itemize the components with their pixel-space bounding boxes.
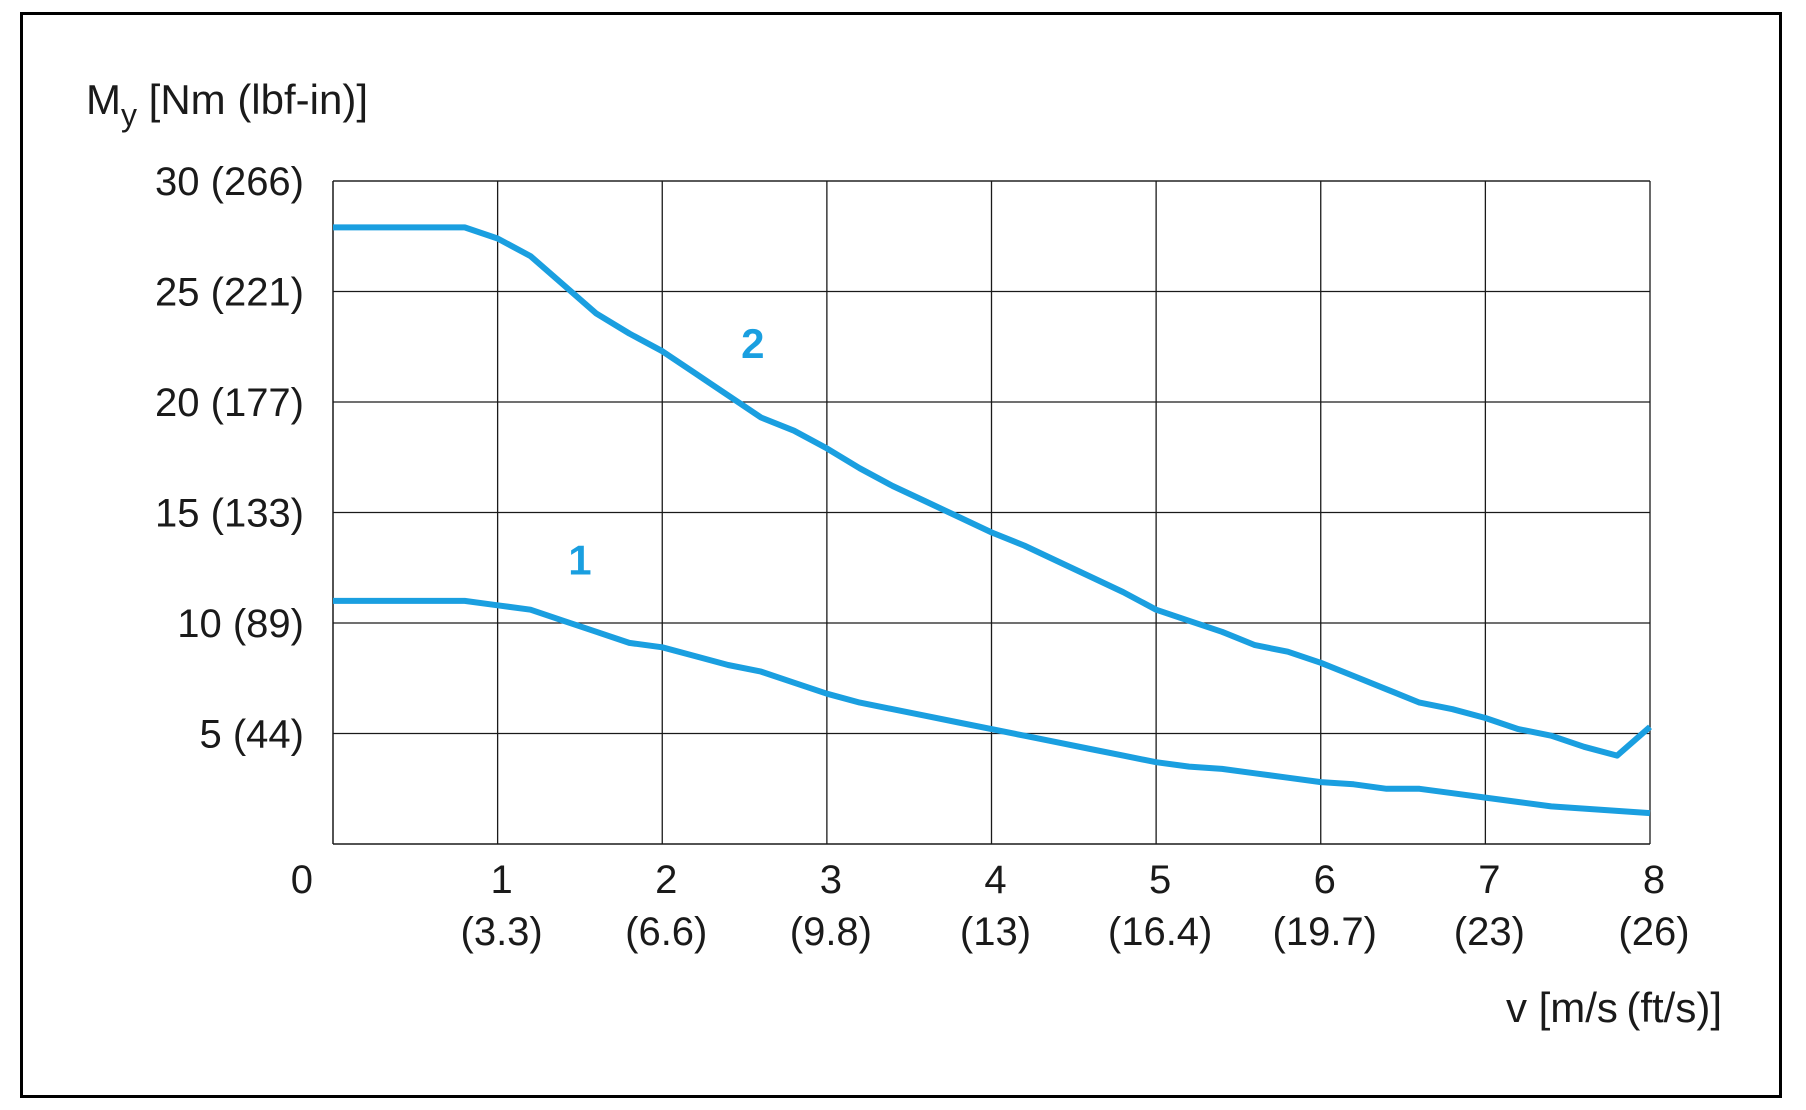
x-tick-label: 7 [1478, 858, 1500, 902]
x-tick-sublabel: (13) [960, 910, 1031, 954]
x-tick-label: 3 [820, 858, 842, 902]
x-tick-sublabel: (6.6) [625, 910, 707, 954]
series-1-label: 1 [568, 536, 591, 583]
x-tick-label: 2 [655, 858, 677, 902]
curve-labels: 12 [568, 320, 764, 584]
y-axis-title: My [Nm (lbf-in)] [86, 76, 368, 133]
x-tick-sublabel: (16.4) [1108, 910, 1213, 954]
x-tick-label: 4 [984, 858, 1006, 902]
y-axis-title-main: M [86, 76, 121, 123]
y-tick-label: 25 (221) [155, 271, 304, 315]
x-tick-label: 6 [1314, 858, 1336, 902]
origin-label: 0 [291, 858, 313, 902]
x-tick-sublabel: (9.8) [790, 910, 872, 954]
y-tick-label: 30 (266) [155, 160, 304, 204]
x-tick-label: 8 [1643, 858, 1665, 902]
curves [333, 224, 1652, 817]
chart-frame [20, 12, 1782, 1098]
grid [332, 180, 1651, 845]
series-1-line [333, 597, 1651, 817]
y-axis-title-subscript: y [121, 97, 137, 133]
x-tick-sublabel: (23) [1454, 910, 1525, 954]
y-tick-labels: 30 (266) 25 (221) 20 (177) 15 (133) 10 (89) 5… [155, 160, 304, 757]
x-tick-sublabel: (3.3) [461, 910, 543, 954]
x-tick-sublabel: (26) [1618, 910, 1689, 954]
x-tick-labels: 1 (3.3) 2 (6.6) 3 (9.8) 4 (13) 5 (16.4) 6 (19.7) 7 (2… [461, 858, 1690, 954]
series-2-label: 2 [741, 320, 764, 367]
y-tick-label: 20 (177) [155, 381, 304, 425]
y-tick-label: 10 (89) [177, 602, 304, 646]
x-tick-sublabel: (19.7) [1273, 910, 1378, 954]
x-tick-label: 1 [491, 858, 513, 902]
y-axis-title-units: [Nm (lbf-in)] [137, 76, 368, 123]
series-2-line [333, 224, 1652, 759]
x-axis-title: v [m/s (ft/s)] [1506, 984, 1722, 1031]
y-tick-label: 15 (133) [155, 492, 304, 536]
x-tick-label: 5 [1149, 858, 1171, 902]
y-tick-label: 5 (44) [200, 713, 305, 757]
